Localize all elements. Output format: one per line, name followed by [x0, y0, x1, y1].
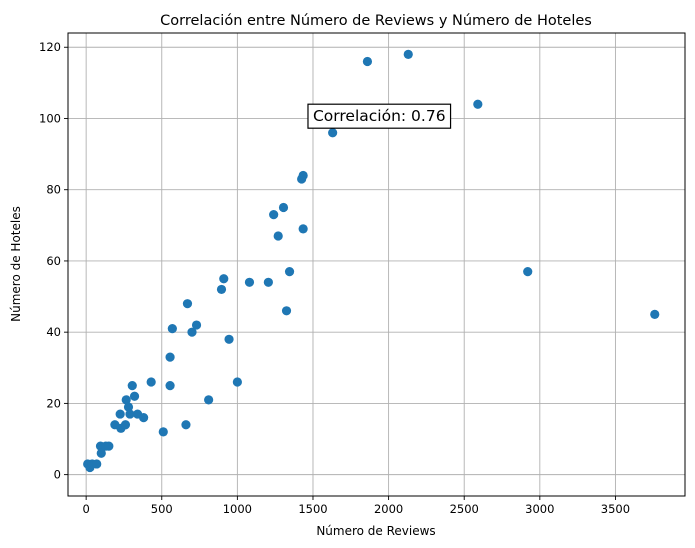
data-point [216, 284, 227, 295]
data-point [139, 413, 149, 423]
data-point [650, 309, 660, 319]
data-point [181, 420, 191, 430]
y-axis-label: Número de Hoteles [9, 206, 23, 322]
x-axis-ticks: 0 500 1000 1500 2000 2500 3000 3500 [82, 496, 630, 516]
data-point [473, 99, 483, 109]
y-tick-label: 40 [46, 325, 61, 339]
data-point [182, 299, 193, 309]
data-point [278, 202, 289, 213]
data-point [298, 170, 308, 181]
data-point [187, 327, 197, 337]
data-point [129, 391, 140, 401]
data-point [273, 231, 283, 241]
y-tick-label: 80 [46, 183, 61, 197]
data-point [403, 49, 413, 59]
x-tick-label: 500 [151, 502, 173, 516]
y-tick-label: 60 [46, 254, 61, 268]
data-point [362, 56, 373, 67]
data-point [121, 395, 131, 405]
annotation-box [307, 103, 452, 129]
data-point [244, 277, 255, 287]
data-point [165, 380, 175, 391]
x-axis-label: Número de Reviews [316, 524, 435, 538]
x-tick-label: 0 [82, 502, 89, 516]
data-point [92, 459, 102, 469]
data-point [284, 267, 295, 277]
x-tick-label: 2000 [374, 502, 403, 516]
correlation-annotation: Correlación: 0.76 [307, 103, 452, 129]
annotation-text: Correlación: 0.76 [313, 107, 446, 125]
data-point [219, 274, 229, 284]
data-point [120, 420, 131, 430]
data-point [298, 224, 308, 234]
data-point [165, 352, 175, 362]
data-point [232, 377, 242, 387]
grid-lines [68, 33, 685, 496]
y-axis-ticks: 0 20 40 60 80 100 120 [39, 40, 68, 482]
data-point [224, 334, 234, 344]
data-point [523, 267, 533, 277]
x-tick-label: 3500 [601, 502, 630, 516]
data-point [115, 409, 125, 419]
data-points [83, 49, 660, 473]
data-point [204, 395, 214, 405]
data-point [123, 402, 134, 412]
data-point [167, 324, 177, 334]
plot-frame [67, 32, 686, 497]
y-tick-label: 0 [54, 468, 61, 482]
y-tick-label: 20 [46, 396, 61, 410]
data-point [269, 210, 279, 220]
data-point [125, 409, 135, 419]
data-point [328, 128, 338, 138]
x-tick-label: 3000 [525, 502, 554, 516]
data-point [158, 427, 168, 437]
data-point [96, 448, 106, 458]
x-tick-label: 1500 [298, 502, 327, 516]
data-point [146, 377, 156, 387]
data-point [127, 380, 137, 391]
y-tick-label: 100 [39, 111, 61, 125]
x-tick-label: 1000 [223, 502, 252, 516]
data-point [263, 277, 273, 287]
data-point [191, 320, 202, 330]
y-tick-label: 120 [39, 40, 61, 54]
chart-title: Correlación entre Número de Reviews y Nú… [160, 13, 592, 29]
data-point [281, 306, 292, 316]
x-tick-label: 2500 [450, 502, 479, 516]
data-point [104, 441, 114, 451]
